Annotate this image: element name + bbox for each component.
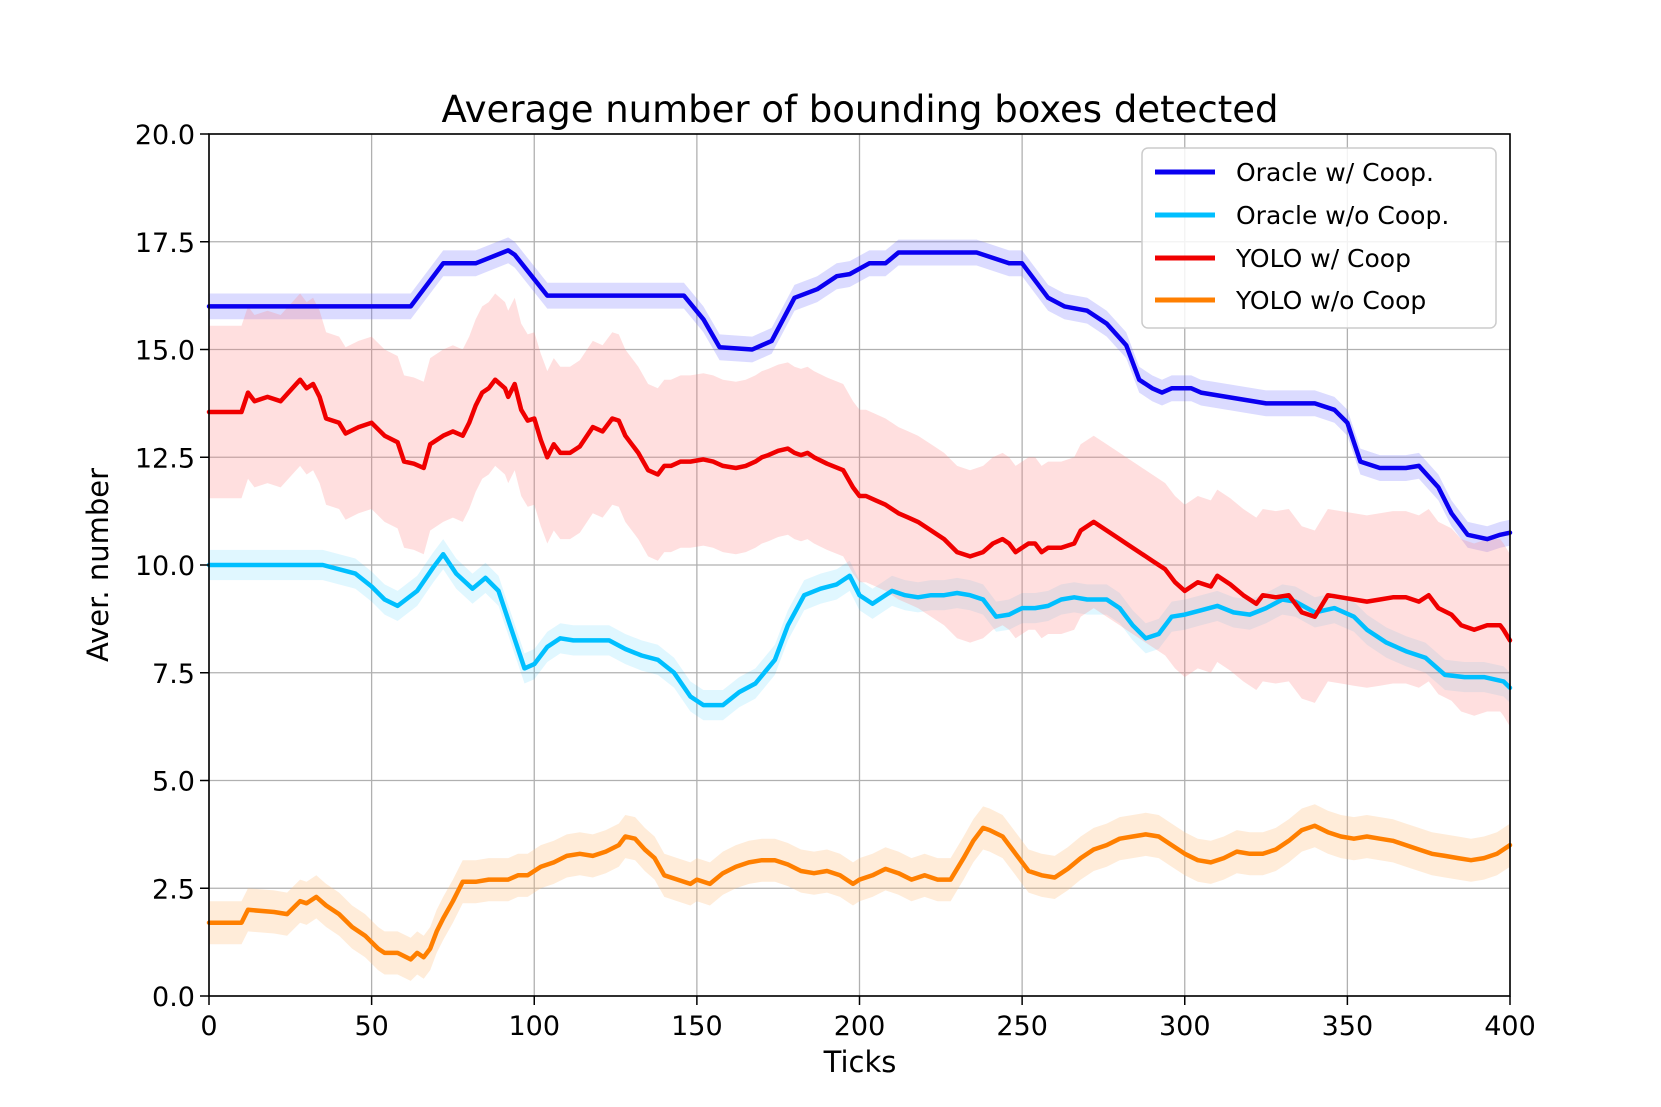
- y-axis-ticks: 0.0 2.5 5.0 7.5 10.0 12.5 15.0 17.5 20.0: [135, 120, 209, 1013]
- band-oracle-coop: [209, 237, 1510, 553]
- band-oracle-no-coop: [209, 539, 1510, 721]
- y-tick-label: 20.0: [135, 120, 195, 151]
- x-axis-label: Ticks: [823, 1045, 897, 1079]
- x-tick-label: 150: [671, 1011, 723, 1042]
- x-tick-label: 250: [996, 1011, 1048, 1042]
- x-tick-label: 350: [1322, 1011, 1374, 1042]
- x-tick-label: 0: [200, 1011, 217, 1042]
- y-tick-label: 15.0: [135, 336, 195, 367]
- series-line-yolo-no-coop: [206, 823, 1513, 962]
- confidence-bands: [209, 237, 1510, 981]
- series-line-yolo-coop: [206, 377, 1513, 643]
- x-tick-label: 300: [1159, 1011, 1211, 1042]
- legend-label-oracle-coop: Oracle w/ Coop.: [1236, 158, 1434, 187]
- x-tick-label: 100: [508, 1011, 560, 1042]
- y-tick-label: 0.0: [152, 982, 195, 1013]
- y-tick-label: 10.0: [135, 551, 195, 582]
- series-line-oracle-coop: [206, 248, 1513, 542]
- y-tick-label: 12.5: [135, 443, 195, 474]
- chart-title: Average number of bounding boxes detecte…: [442, 88, 1279, 131]
- legend-box: [1141, 147, 1497, 329]
- band-yolo-coop: [209, 293, 1510, 727]
- y-tick-label: 5.0: [152, 767, 195, 798]
- x-tick-label: 50: [354, 1011, 388, 1042]
- legend: Oracle w/ Coop. Oracle w/o Coop. YOLO w/…: [1141, 147, 1497, 329]
- y-axis-label: Aver. number: [81, 468, 115, 662]
- y-tick-label: 17.5: [135, 228, 195, 259]
- series-line-oracle-no-coop: [206, 551, 1513, 708]
- band-yolo-no-coop: [209, 804, 1510, 981]
- legend-label-yolo-no-coop: YOLO w/o Coop: [1235, 286, 1426, 315]
- x-tick-label: 400: [1484, 1011, 1536, 1042]
- legend-label-yolo-coop: YOLO w/ Coop: [1235, 244, 1411, 273]
- x-tick-label: 200: [834, 1011, 886, 1042]
- y-tick-label: 7.5: [152, 659, 195, 690]
- x-axis-ticks: 0 50 100 150 200 250 300 350 400: [200, 996, 1536, 1042]
- y-tick-label: 2.5: [152, 874, 195, 905]
- series-lines: [206, 248, 1513, 962]
- legend-label-oracle-no-coop: Oracle w/o Coop.: [1236, 201, 1449, 230]
